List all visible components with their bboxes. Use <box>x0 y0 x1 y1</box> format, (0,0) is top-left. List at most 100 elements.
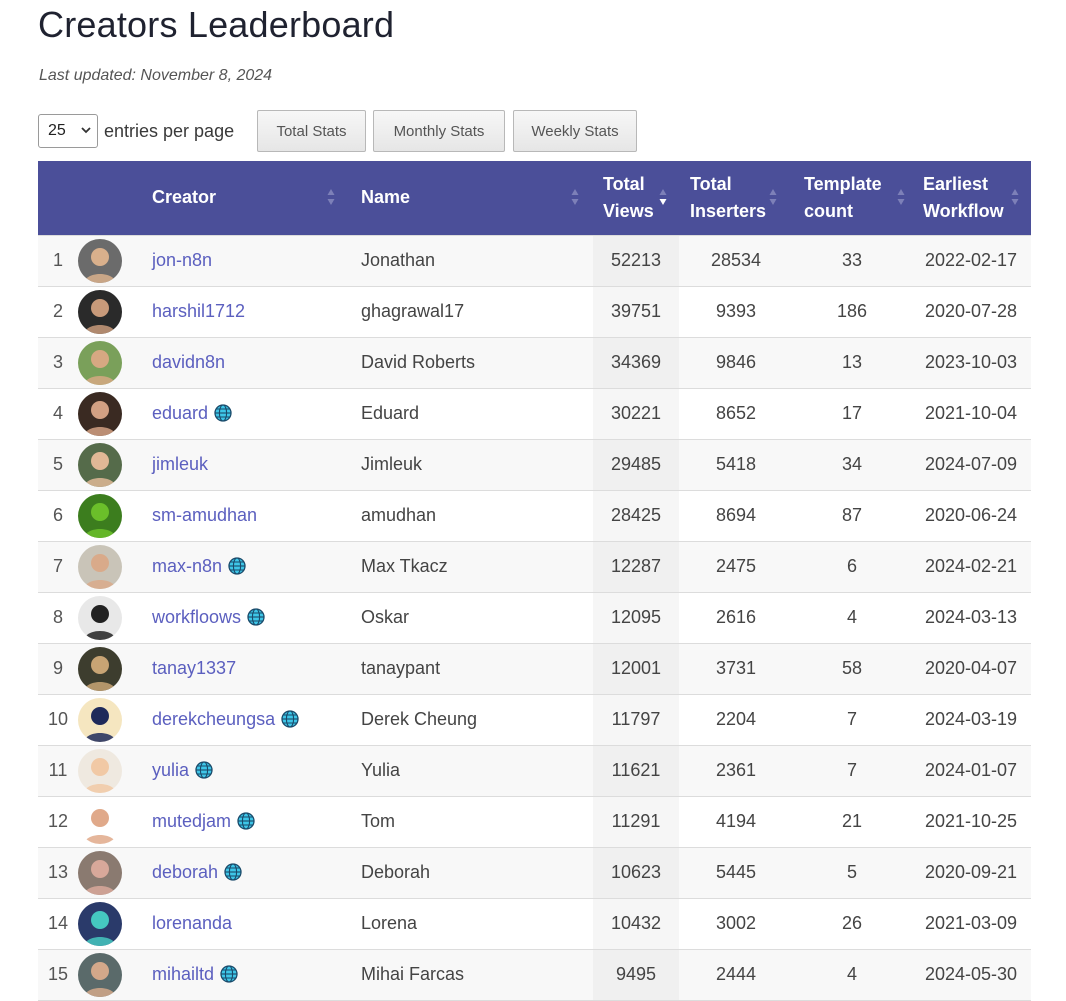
template-count-cell: 7 <box>846 709 857 729</box>
globe-icon[interactable] <box>214 404 232 422</box>
total-inserters-cell: 2444 <box>715 964 757 984</box>
avatar[interactable] <box>78 850 122 895</box>
creator-cell: tanay1337 <box>152 643 361 694</box>
entries-per-page-label: entries per page <box>104 121 235 141</box>
total-views-cell: 12287 <box>593 541 679 592</box>
avatar[interactable] <box>78 544 122 589</box>
rank-cell: 3 <box>52 352 63 372</box>
avatar[interactable] <box>78 289 122 334</box>
sort-both-icon <box>1011 188 1019 206</box>
total-inserters-cell: 2361 <box>715 760 757 780</box>
creator-link[interactable]: mihailtd <box>152 964 215 984</box>
total-views-cell: 11291 <box>593 796 679 847</box>
avatar[interactable] <box>78 952 122 997</box>
total-views-cell: 34369 <box>593 337 679 388</box>
avatar[interactable] <box>78 748 122 793</box>
earliest-workflow-cell: 2024-07-09 <box>924 454 1018 474</box>
total-inserters-cell: 5445 <box>715 862 757 882</box>
column-header-earliest-workflow[interactable]: Earliest Workflow <box>911 161 1031 235</box>
creator-cell: eduard <box>152 388 361 439</box>
total-inserters-cell: 3731 <box>715 658 757 678</box>
avatar[interactable] <box>78 442 122 487</box>
earliest-workflow-cell: 2021-10-25 <box>924 811 1018 831</box>
earliest-workflow-cell: 2024-01-07 <box>924 760 1018 780</box>
name-cell: ghagrawal17 <box>361 301 465 321</box>
name-cell: Jonathan <box>361 250 436 270</box>
creator-cell: jon-n8n <box>152 235 361 286</box>
column-header-name[interactable]: Name <box>361 161 593 235</box>
weekly-stats-button[interactable]: Weekly Stats <box>513 110 637 152</box>
template-count-cell: 186 <box>836 301 868 321</box>
rank-cell: 6 <box>52 505 63 525</box>
avatar[interactable] <box>78 493 122 538</box>
creator-link[interactable]: workfloows <box>152 607 242 627</box>
creator-cell: derekcheungsa <box>152 694 361 745</box>
column-header-total-views[interactable]: Total Views <box>593 161 679 235</box>
sort-both-icon <box>769 188 777 206</box>
creator-link[interactable]: lorenanda <box>152 913 233 933</box>
creator-link[interactable]: harshil1712 <box>152 301 246 321</box>
total-stats-button[interactable]: Total Stats <box>257 110 366 152</box>
avatar-header <box>78 161 152 235</box>
creator-link[interactable]: davidn8n <box>152 352 226 372</box>
creator-link[interactable]: deborah <box>152 862 219 882</box>
template-count-cell: 6 <box>846 556 857 576</box>
column-header-creator[interactable]: Creator <box>152 161 361 235</box>
table-row: 12 mutedjam Tom 11291 4194 21 2021-10-25 <box>38 796 1031 847</box>
sort-descending-icon <box>659 188 667 206</box>
creator-cell: davidn8n <box>152 337 361 388</box>
template-count-cell: 26 <box>841 913 863 933</box>
avatar[interactable] <box>78 238 122 283</box>
globe-icon[interactable] <box>195 761 213 779</box>
column-header-template-count[interactable]: Template count <box>793 161 911 235</box>
template-count-cell: 13 <box>841 352 863 372</box>
total-inserters-cell: 5418 <box>715 454 757 474</box>
last-updated-text: Last updated: November 8, 2024 <box>39 67 273 84</box>
name-cell: tanaypant <box>361 658 441 678</box>
globe-icon[interactable] <box>228 557 246 575</box>
globe-icon[interactable] <box>237 812 255 830</box>
rank-cell: 8 <box>52 607 63 627</box>
globe-icon[interactable] <box>220 965 238 983</box>
total-views-cell: 12095 <box>593 592 679 643</box>
avatar-cell <box>78 592 152 643</box>
avatar[interactable] <box>78 340 122 385</box>
rank-cell: 9 <box>52 658 63 678</box>
column-header-total-inserters[interactable]: Total Inserters <box>679 161 793 235</box>
total-views-cell: 28425 <box>593 490 679 541</box>
creator-link[interactable]: tanay1337 <box>152 658 237 678</box>
entries-per-page-select[interactable]: 25 <box>38 114 98 148</box>
avatar[interactable] <box>78 595 122 640</box>
creator-link[interactable]: jon-n8n <box>152 250 213 270</box>
total-views-cell: 11797 <box>593 694 679 745</box>
creator-cell: harshil1712 <box>152 286 361 337</box>
avatar[interactable] <box>78 646 122 691</box>
globe-icon[interactable] <box>281 710 299 728</box>
rank-cell: 5 <box>52 454 63 474</box>
creator-cell: deborah <box>152 847 361 898</box>
globe-icon[interactable] <box>224 863 242 881</box>
avatar[interactable] <box>78 391 122 436</box>
creator-cell: workfloows <box>152 592 361 643</box>
creator-link[interactable]: mutedjam <box>152 811 232 831</box>
avatar-cell <box>78 286 152 337</box>
creator-link[interactable]: yulia <box>152 760 190 780</box>
avatar[interactable] <box>78 901 122 946</box>
creator-link[interactable]: max-n8n <box>152 556 223 576</box>
avatar[interactable] <box>78 697 122 742</box>
monthly-stats-button[interactable]: Monthly Stats <box>373 110 505 152</box>
earliest-workflow-cell: 2024-03-13 <box>924 607 1018 627</box>
globe-icon[interactable] <box>247 608 265 626</box>
creator-link[interactable]: derekcheungsa <box>152 709 276 729</box>
leaderboard-rows: 1 jon-n8n Jonathan 52213 28534 33 2022-02-17 2 h… <box>38 235 1031 1000</box>
creator-link[interactable]: sm-amudhan <box>152 505 258 525</box>
creator-link[interactable]: jimleuk <box>152 454 209 474</box>
template-count-cell: 34 <box>841 454 863 474</box>
avatar-cell <box>78 898 152 949</box>
creator-link[interactable]: eduard <box>152 403 209 423</box>
earliest-workflow-cell: 2022-02-17 <box>924 250 1018 270</box>
rank-cell: 11 <box>48 760 68 780</box>
earliest-workflow-cell: 2020-06-24 <box>924 505 1018 525</box>
earliest-workflow-cell: 2020-09-21 <box>924 862 1018 882</box>
avatar[interactable] <box>78 799 122 844</box>
